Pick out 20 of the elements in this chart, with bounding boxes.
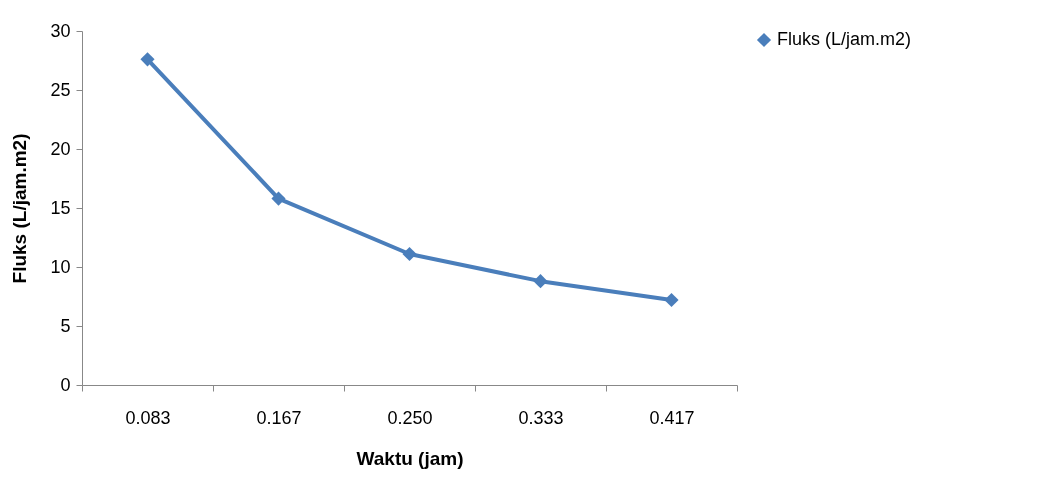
x-tick-label: 0.417 (649, 407, 695, 428)
y-tick-label: 25 (50, 79, 71, 100)
x-tick-label: 0.167 (256, 407, 302, 428)
y-axis-title: Fluks (L/jam.m2) (9, 133, 31, 284)
y-tick-label: 30 (50, 20, 71, 41)
x-tick-label: 0.250 (387, 407, 433, 428)
y-tick-label: 20 (50, 138, 71, 159)
y-tick-label: 5 (60, 315, 71, 336)
legend-label: Fluks (L/jam.m2) (777, 29, 912, 49)
point (140, 52, 155, 67)
x-tick-label: 0.333 (518, 407, 564, 428)
point (402, 246, 417, 262)
point (664, 292, 679, 308)
y-tick-label: 0 (60, 374, 71, 395)
y-tick-label: 15 (50, 197, 71, 218)
point (271, 191, 286, 206)
y-tick-label: 10 (50, 256, 71, 277)
x-tick-label: 0.083 (125, 407, 171, 428)
x-axis-title: Waktu (jam) (356, 447, 464, 469)
point (533, 274, 548, 289)
